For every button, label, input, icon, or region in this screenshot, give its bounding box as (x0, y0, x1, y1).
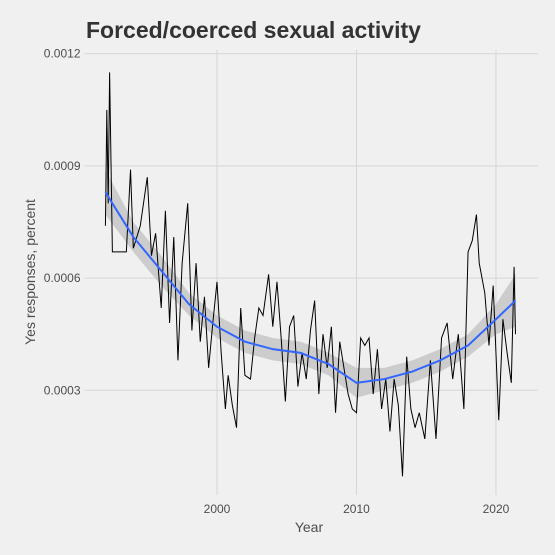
x-tick-label: 2020 (483, 502, 510, 516)
y-axis-title: Yes responses, percent (22, 199, 38, 345)
y-tick-label: 0.0009 (44, 159, 81, 173)
chart-title: Forced/coerced sexual activity (86, 17, 421, 43)
smooth-line (104, 191, 517, 384)
y-tick-label: 0.0006 (44, 271, 81, 285)
x-tick-label: 2000 (204, 502, 231, 516)
data-line (104, 72, 516, 477)
x-tick-label: 2010 (343, 502, 370, 516)
y-tick-label: 0.0012 (44, 47, 81, 61)
y-tick-label: 0.0003 (44, 383, 81, 397)
confidence-band (105, 169, 516, 398)
x-axis-title: Year (295, 519, 324, 535)
